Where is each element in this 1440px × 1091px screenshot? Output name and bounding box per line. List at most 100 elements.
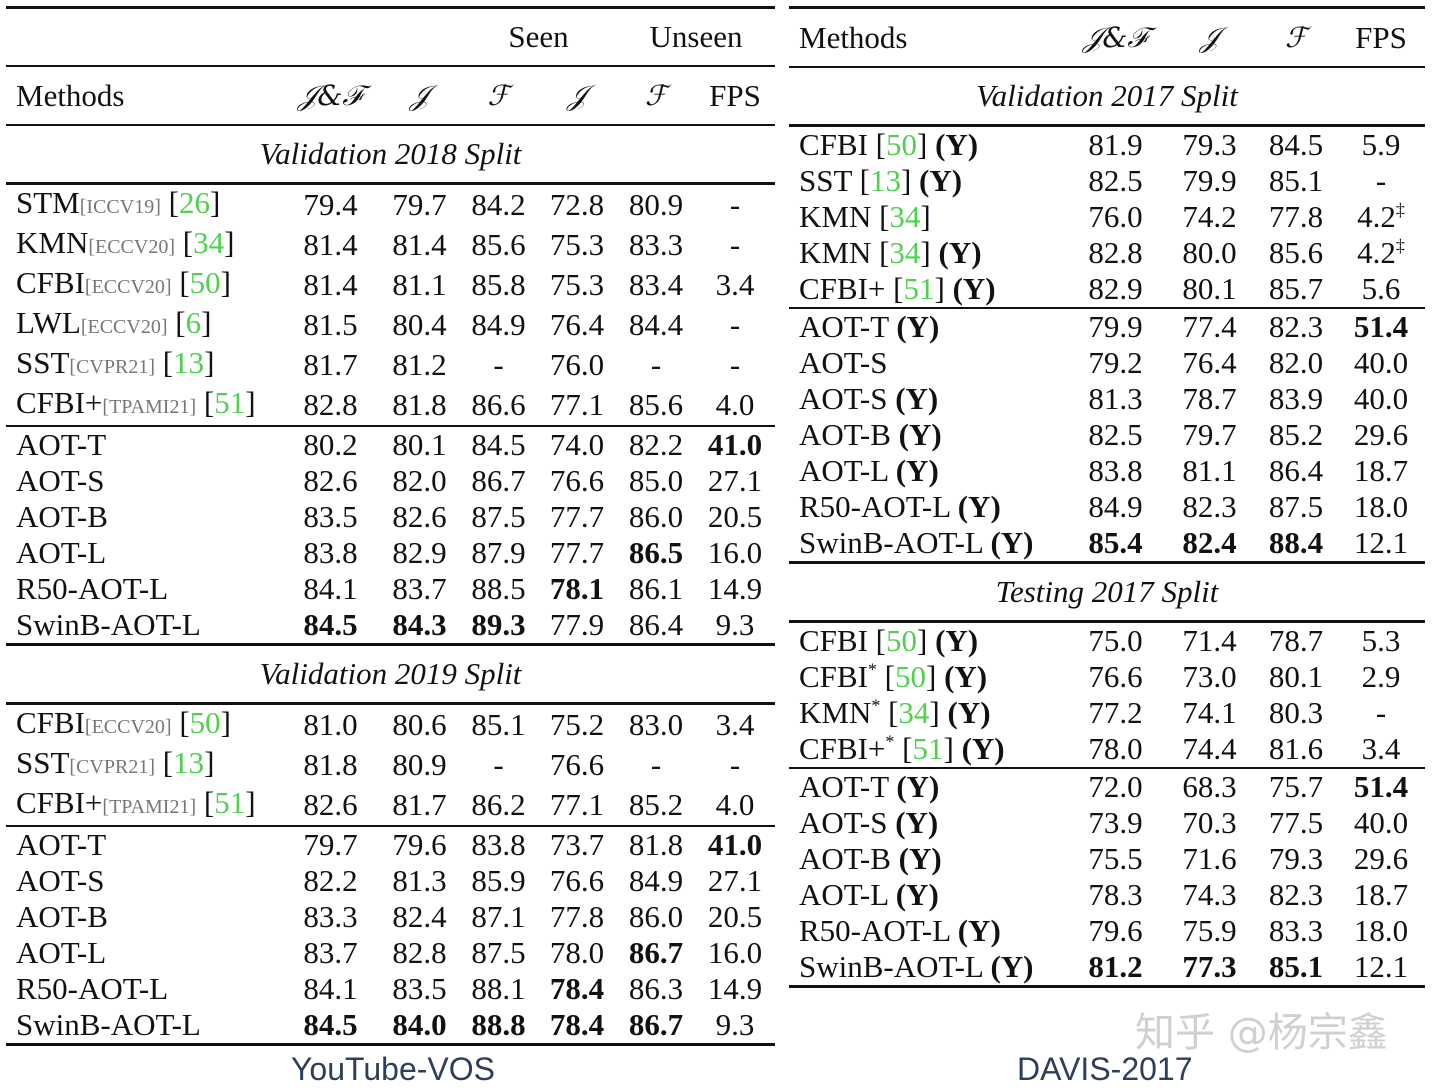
- value: 73.9: [1088, 805, 1143, 840]
- citation: 50: [189, 265, 221, 300]
- value-cell: 85.1: [460, 704, 537, 746]
- method-name: SST: [16, 345, 70, 380]
- value: 79.7: [1182, 417, 1237, 452]
- value: 77.4: [1182, 309, 1237, 344]
- value-cell: 51.4: [1337, 307, 1425, 345]
- value: 18.7: [1353, 453, 1409, 488]
- value-cell: 82.4: [379, 899, 460, 935]
- value: 76.0: [1088, 199, 1143, 234]
- value: 18.7: [1353, 877, 1409, 912]
- method-cell: KMN [34] (Y): [799, 235, 982, 270]
- youtube-vos-caption: YouTube-VOS: [291, 1051, 495, 1087]
- youtube-flag: (Y): [947, 695, 991, 730]
- value-cell: -: [695, 345, 775, 385]
- table-row: SwinB-AOT-L 84.5 84.0 88.8 78.4 86.7 9.3: [6, 1007, 776, 1046]
- value: 81.8: [392, 387, 447, 422]
- table-row: AOT-T 80.2 80.1 84.5 74.0 82.2 41.0: [6, 425, 776, 463]
- value-cell: 82.3: [1255, 307, 1337, 345]
- value: 75.5: [1088, 841, 1143, 876]
- value-cell: 68.3: [1164, 767, 1255, 805]
- value: 84.1: [303, 571, 358, 606]
- value-cell: 82.8: [1067, 235, 1164, 271]
- watermark: 知乎 @杨宗鑫: [1135, 1010, 1388, 1056]
- value-cell: 4.0: [695, 385, 775, 426]
- value: 79.4: [303, 187, 358, 222]
- value: 80.6: [392, 707, 447, 742]
- value: 80.9: [628, 187, 684, 222]
- method-cell: STM[ICCV19] [26]: [16, 185, 221, 220]
- value-cell: 83.5: [282, 499, 379, 535]
- venue: [ECCV20]: [88, 236, 176, 258]
- value-cell: 12.1: [1337, 525, 1425, 563]
- value-cell: 79.7: [282, 825, 379, 863]
- value-cell: 83.8: [460, 825, 538, 863]
- value: 84.4: [628, 307, 684, 342]
- table-row: SwinB-AOT-L (Y) 85.4 82.4 88.4 12.1: [789, 525, 1425, 563]
- value-cell: 81.2: [1067, 949, 1164, 988]
- value: 81.4: [303, 267, 358, 302]
- method-cell: CFBI[ECCV20] [50]: [16, 265, 231, 300]
- value: 80.2: [303, 427, 358, 462]
- value: 82.2: [303, 863, 358, 898]
- value: 4.2: [1357, 199, 1396, 234]
- value-cell: 80.1: [379, 425, 461, 463]
- method-cell: AOT-B: [6, 899, 282, 935]
- value-cell: 85.6: [460, 225, 537, 265]
- method-name: CFBI+: [799, 271, 886, 306]
- value-cell: 4.2‡: [1337, 235, 1425, 271]
- value: 86.4: [1268, 453, 1324, 488]
- value: 76.6: [1088, 659, 1143, 694]
- value: 81.4: [392, 227, 447, 262]
- value: -: [729, 307, 741, 342]
- bold-value: 86.7: [628, 935, 684, 970]
- table-row: SST [13] (Y) 82.5 79.9 85.1 -: [789, 163, 1425, 199]
- value-cell: 81.1: [1164, 453, 1255, 489]
- value: 79.7: [392, 187, 447, 222]
- value-cell: 76.6: [1067, 659, 1164, 695]
- value-cell: 81.3: [379, 863, 460, 899]
- value-cell: 18.0: [1337, 489, 1425, 525]
- bold-value: 85.1: [1268, 949, 1324, 984]
- value-cell: 77.7: [537, 535, 617, 571]
- column-header: ℱ: [1255, 6, 1337, 68]
- value-cell: 81.1: [379, 265, 460, 305]
- value-cell: 2.9: [1337, 659, 1425, 695]
- method-cell: SST [13] (Y): [799, 163, 963, 198]
- citation: 51: [214, 785, 246, 820]
- value-cell: 86.1: [617, 571, 695, 607]
- star-mark: *: [885, 731, 895, 752]
- method-cell: CFBI+* [51] (Y): [799, 731, 1005, 766]
- value: 81.0: [303, 707, 358, 742]
- table-row: AOT-B (Y) 75.5 71.6 79.3 29.6: [789, 841, 1425, 877]
- value: 80.1: [1268, 659, 1324, 694]
- value: 27.1: [707, 863, 763, 898]
- value: 76.6: [549, 747, 605, 782]
- bold-value: 78.4: [549, 971, 605, 1006]
- value: 85.1: [1268, 163, 1324, 198]
- youtube-vos-table: Seen Unseen Methods 𝒥&ℱ 𝒥 ℱ 𝒥 ℱ FPS Validation 20…: [6, 6, 776, 1046]
- method-cell: AOT-L (Y): [789, 453, 1067, 489]
- value: 77.8: [1268, 199, 1324, 234]
- value: 75.0: [1088, 623, 1143, 658]
- value-cell: 88.5: [460, 571, 537, 607]
- value: 88.1: [471, 971, 526, 1006]
- citation: 13: [173, 345, 205, 380]
- table-row: KMN [34] 76.0 74.2 77.8 4.2‡: [789, 199, 1425, 235]
- value: 85.6: [628, 387, 684, 422]
- method-cell: SST[CVPR21] [13]: [16, 745, 215, 780]
- value: 81.4: [303, 227, 358, 262]
- bold-value: 78.4: [549, 1007, 605, 1042]
- method-name: R50-AOT-L: [16, 971, 169, 1006]
- value-cell: 75.7: [1255, 767, 1337, 805]
- value: 77.1: [549, 387, 605, 422]
- value-cell: 81.4: [282, 225, 379, 265]
- column-header-row: Methods 𝒥&ℱ 𝒥 ℱ 𝒥 ℱ FPS: [6, 65, 776, 126]
- method-name: CFBI+: [16, 385, 103, 420]
- value: 12.1: [1353, 525, 1409, 560]
- value: 74.4: [1182, 731, 1237, 766]
- star-mark: *: [867, 659, 877, 680]
- method-name: SST: [16, 745, 70, 780]
- method-name: SwinB-AOT-L: [16, 607, 201, 642]
- value: 85.7: [1268, 271, 1324, 306]
- value-cell: 79.7: [1164, 417, 1255, 453]
